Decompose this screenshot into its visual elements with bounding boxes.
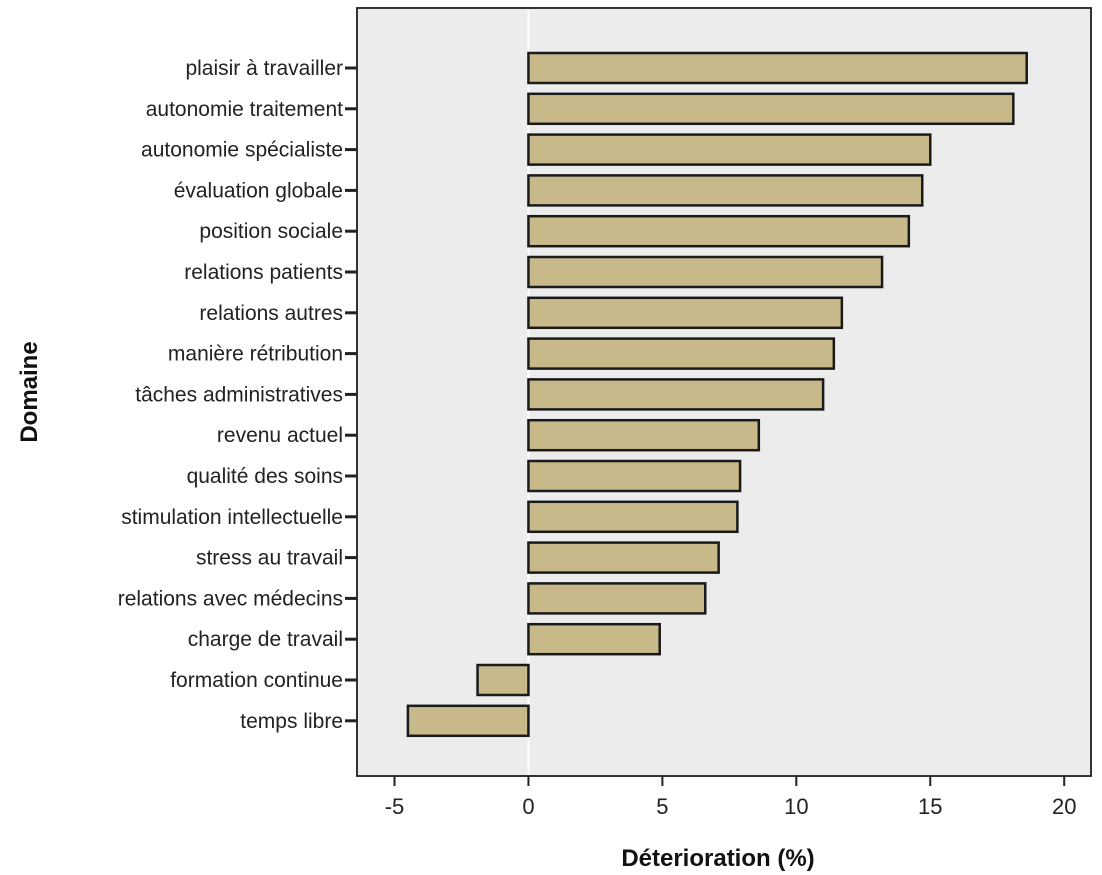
category-label: stress au travail <box>196 547 343 570</box>
category-label: évaluation globale <box>174 179 343 202</box>
x-tick-label: 20 <box>1052 794 1076 819</box>
bar <box>406 704 530 738</box>
category-label: relations avec médecins <box>118 587 343 610</box>
category-label: relations patients <box>184 261 343 284</box>
category-label: autonomie spécialiste <box>141 139 343 162</box>
category-label: formation continue <box>170 669 343 692</box>
category-label: plaisir à travailler <box>185 57 343 80</box>
bar <box>527 174 924 207</box>
x-tick-label: 5 <box>656 794 668 819</box>
bar <box>527 51 1028 85</box>
category-labels: plaisir à travailler autonomie traitement… <box>118 57 343 733</box>
x-axis-ticks <box>393 776 1066 786</box>
bar <box>476 663 530 697</box>
bar <box>527 337 836 370</box>
bars <box>406 51 1028 738</box>
bar <box>527 133 932 166</box>
bar <box>527 500 739 534</box>
category-label: qualité des soins <box>187 465 343 488</box>
x-tick-label: 10 <box>784 794 808 819</box>
y-axis-title: Domaine <box>16 341 43 442</box>
category-label: manière rétribution <box>168 343 343 366</box>
category-label: relations autres <box>199 302 343 325</box>
bar <box>527 296 844 330</box>
category-label: autonomie traitement <box>146 98 343 121</box>
bar <box>527 92 1015 126</box>
x-tick-label: 15 <box>918 794 942 819</box>
bar <box>527 214 911 248</box>
category-label: stimulation intellectuelle <box>121 506 343 529</box>
bar <box>527 378 825 411</box>
bar <box>527 418 761 452</box>
bar <box>527 622 661 656</box>
x-axis-title: Déterioration (%) <box>621 845 814 872</box>
category-label: charge de travail <box>188 628 343 651</box>
x-tick-label: -5 <box>385 794 405 819</box>
category-ticks <box>345 66 357 723</box>
bar <box>527 582 707 615</box>
category-label: revenu actuel <box>217 424 343 447</box>
bar <box>527 541 720 574</box>
x-axis-tick-labels: -5 0 5 10 15 20 <box>385 794 1077 819</box>
category-label: temps libre <box>240 710 343 733</box>
x-tick-label: 0 <box>522 794 534 819</box>
bar <box>527 459 742 493</box>
category-label: position sociale <box>199 220 343 243</box>
bar <box>527 255 884 289</box>
category-label: tâches administratives <box>135 383 343 406</box>
